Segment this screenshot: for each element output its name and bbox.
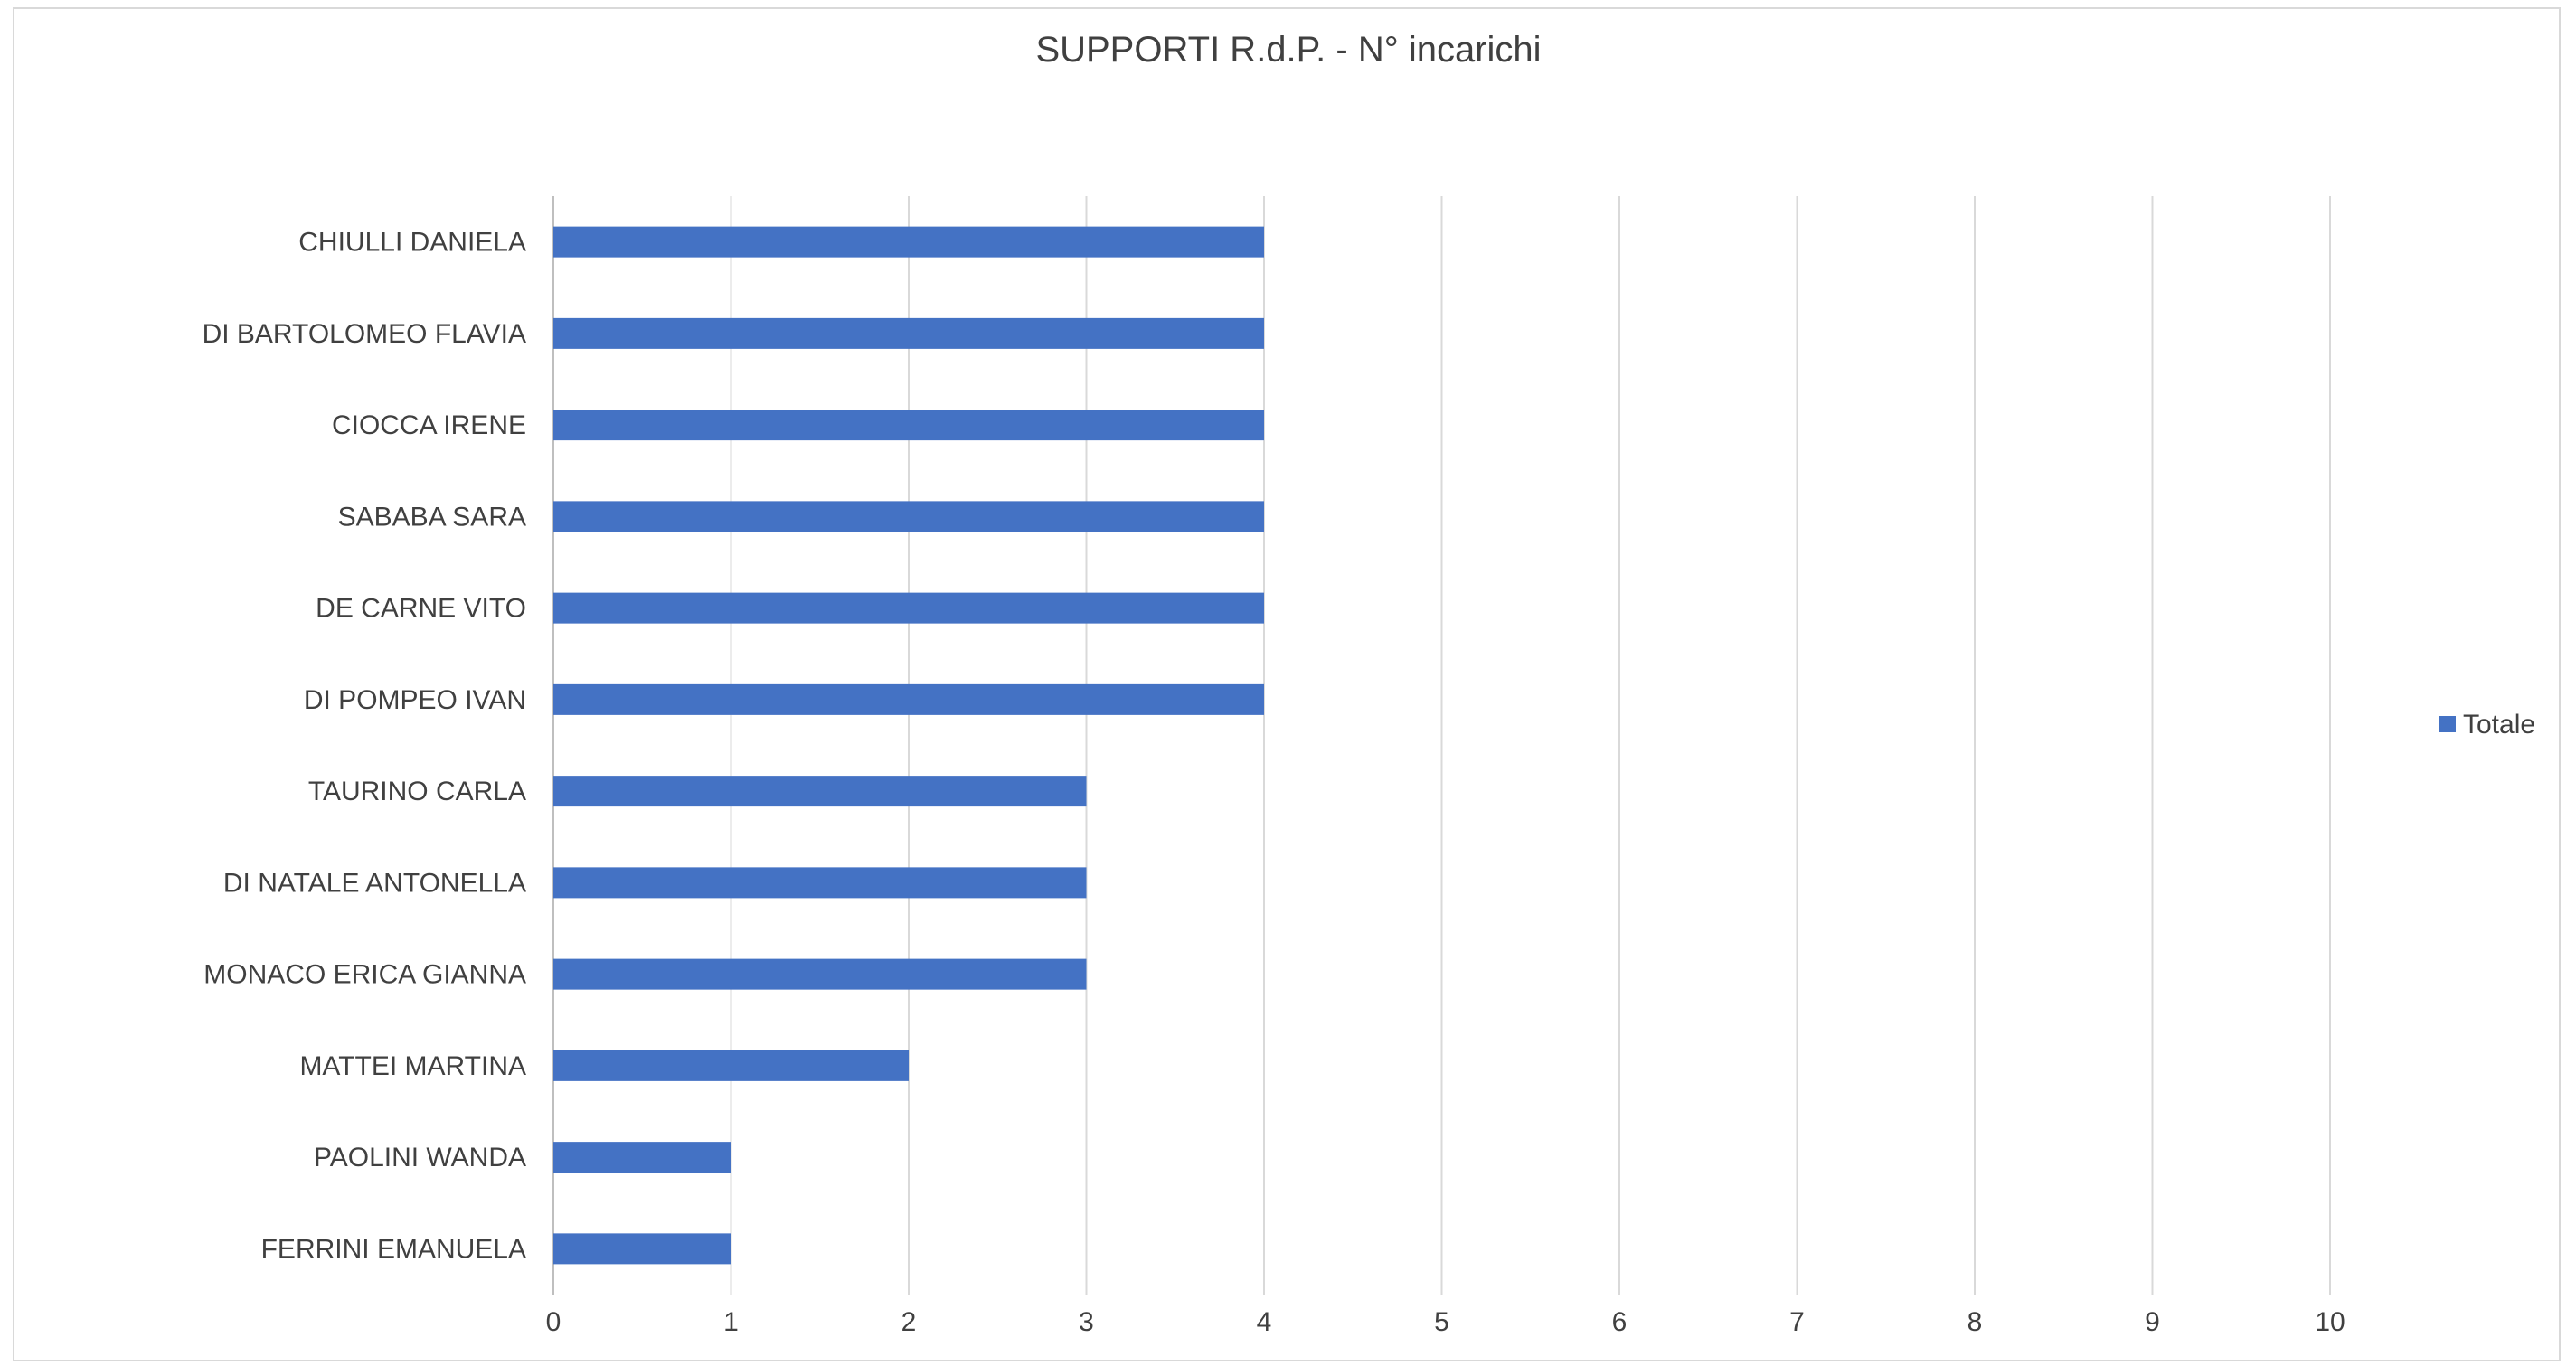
x-tick-label: 1 bbox=[723, 1307, 739, 1337]
x-tick-label: 10 bbox=[2315, 1307, 2345, 1337]
bar bbox=[553, 1050, 909, 1081]
category-label: TAURINO CARLA bbox=[308, 777, 526, 806]
x-tick-label: 8 bbox=[1967, 1307, 1983, 1337]
category-label: MONACO ERICA GIANNA bbox=[203, 960, 526, 990]
x-tick-label: 9 bbox=[2145, 1307, 2160, 1337]
chart-frame: SUPPORTI R.d.P. - N° incarichi CHIULLI D… bbox=[13, 7, 2561, 1361]
x-tick-label: 3 bbox=[1079, 1307, 1094, 1337]
bar bbox=[553, 776, 1087, 807]
legend-label: Totale bbox=[2463, 710, 2535, 740]
x-tick-label: 5 bbox=[1434, 1307, 1449, 1337]
bar bbox=[553, 592, 1264, 624]
gridlines bbox=[552, 196, 2331, 1295]
bar bbox=[553, 317, 1264, 349]
category-label: FERRINI EMANUELA bbox=[261, 1234, 526, 1264]
category-label: DI BARTOLOMEO FLAVIA bbox=[203, 319, 526, 349]
category-label: PAOLINI WANDA bbox=[314, 1143, 526, 1173]
bar bbox=[553, 501, 1264, 532]
bar bbox=[553, 410, 1264, 441]
category-label: DI POMPEO IVAN bbox=[304, 685, 526, 715]
bar bbox=[553, 226, 1264, 258]
category-labels: CHIULLI DANIELA DI BARTOLOMEO FLAVIA CIOCC… bbox=[203, 228, 526, 1265]
bar bbox=[553, 958, 1087, 990]
category-label: DE CARNE VITO bbox=[316, 594, 526, 624]
bar bbox=[553, 1233, 731, 1265]
category-label: CIOCCA IRENE bbox=[332, 410, 526, 440]
category-label: CHIULLI DANIELA bbox=[298, 228, 526, 258]
category-label: DI NATALE ANTONELLA bbox=[223, 868, 526, 898]
x-axis-ticks: 0 1 2 3 4 5 6 7 8 9 10 bbox=[546, 1307, 2345, 1337]
bar bbox=[553, 683, 1264, 715]
legend: Totale bbox=[2439, 710, 2535, 740]
x-tick-label: 7 bbox=[1789, 1307, 1805, 1337]
x-tick-label: 6 bbox=[1612, 1307, 1628, 1337]
category-label: MATTEI MARTINA bbox=[299, 1051, 526, 1081]
bars bbox=[553, 226, 1264, 1265]
category-label: SABABA SARA bbox=[338, 502, 526, 532]
bar bbox=[553, 1142, 731, 1173]
legend-swatch bbox=[2439, 716, 2456, 732]
x-tick-label: 4 bbox=[1257, 1307, 1272, 1337]
x-tick-label: 2 bbox=[901, 1307, 917, 1337]
chart-title: SUPPORTI R.d.P. - N° incarichi bbox=[1035, 30, 1541, 70]
bar-chart: SUPPORTI R.d.P. - N° incarichi CHIULLI D… bbox=[203, 30, 2536, 1337]
x-tick-label: 0 bbox=[546, 1307, 561, 1337]
bar bbox=[553, 867, 1087, 899]
